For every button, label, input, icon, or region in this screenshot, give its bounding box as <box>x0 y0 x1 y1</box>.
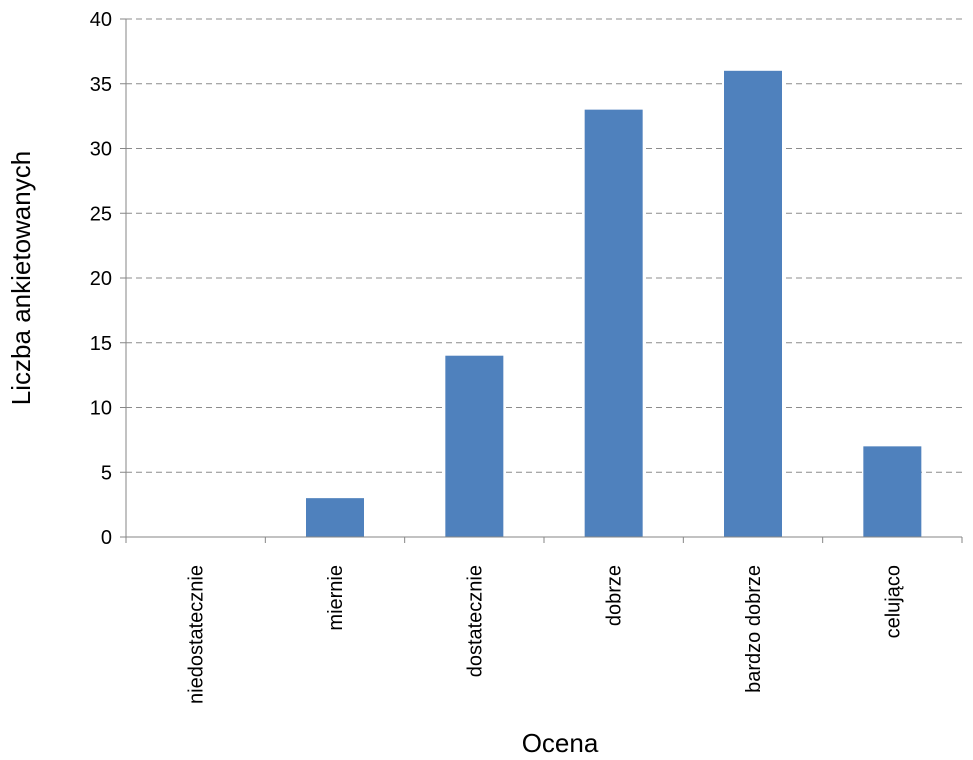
x-tick-label: dobrze <box>604 565 626 626</box>
y-tick-label: 30 <box>90 139 112 161</box>
bar-miernie <box>306 498 364 537</box>
y-tick-label: 40 <box>90 9 112 31</box>
x-tick-label: celująco <box>882 565 904 638</box>
y-tick-label: 25 <box>90 203 112 225</box>
y-tick-label: 35 <box>90 74 112 96</box>
y-tick-label: 20 <box>90 268 112 290</box>
x-axis-title: Ocena <box>522 728 599 758</box>
x-tick-label: niedostatecznie <box>186 565 208 704</box>
bars <box>306 70 922 538</box>
axes <box>120 18 963 543</box>
x-tick-label: dostatecznie <box>464 565 486 677</box>
gridlines <box>126 18 962 473</box>
bar-dostatecznie <box>445 355 504 537</box>
bar-bardzo-dobrze <box>724 70 782 538</box>
y-tick-label: 0 <box>101 527 112 549</box>
y-axis-title: Liczba ankietowanych <box>6 151 36 405</box>
x-tick-labels: niedostatecznie miernie dostatecznie dobrze… <box>186 565 905 704</box>
y-tick-label: 15 <box>90 333 112 355</box>
y-tick-label: 10 <box>90 398 112 420</box>
y-tick-labels: 0 5 10 15 20 25 30 35 40 <box>90 9 112 549</box>
bar-dobrze <box>584 109 643 538</box>
y-tick-label: 5 <box>101 462 112 484</box>
bar-celująco <box>863 446 922 537</box>
x-tick-label: miernie <box>325 565 347 631</box>
x-tick-label: bardzo dobrze <box>743 565 765 693</box>
